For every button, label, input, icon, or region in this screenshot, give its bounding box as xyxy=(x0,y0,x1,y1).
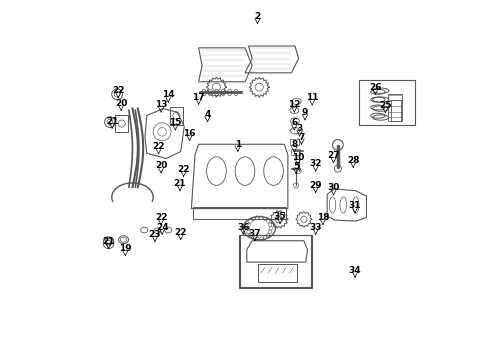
Text: 33: 33 xyxy=(310,222,322,231)
Text: 18: 18 xyxy=(317,213,329,222)
Text: 2: 2 xyxy=(254,12,261,21)
Text: 23: 23 xyxy=(149,230,161,239)
Bar xyxy=(193,207,286,219)
Text: 8: 8 xyxy=(291,140,297,149)
Bar xyxy=(240,235,311,287)
Text: 20: 20 xyxy=(155,161,167,170)
Text: 15: 15 xyxy=(169,118,182,127)
Bar xyxy=(391,100,401,121)
Text: 25: 25 xyxy=(379,101,392,110)
Text: 22: 22 xyxy=(112,86,124,95)
Text: 31: 31 xyxy=(349,201,361,210)
Text: 21: 21 xyxy=(106,117,119,126)
Text: 35: 35 xyxy=(274,212,286,221)
Text: 7: 7 xyxy=(298,132,305,141)
Text: 26: 26 xyxy=(369,83,382,92)
Bar xyxy=(388,94,402,121)
Text: 34: 34 xyxy=(349,266,361,275)
Text: 14: 14 xyxy=(162,90,174,99)
Text: 10: 10 xyxy=(292,153,304,162)
Text: 16: 16 xyxy=(183,129,196,138)
Text: 11: 11 xyxy=(306,93,318,102)
Text: 21: 21 xyxy=(174,179,186,188)
Bar xyxy=(359,80,415,125)
Text: 29: 29 xyxy=(309,181,322,190)
Bar xyxy=(290,139,299,145)
Bar xyxy=(170,107,183,125)
Text: 32: 32 xyxy=(310,159,322,168)
Text: 22: 22 xyxy=(174,228,187,237)
Text: 9: 9 xyxy=(302,108,308,117)
Text: 22: 22 xyxy=(177,165,190,174)
Text: 5: 5 xyxy=(293,162,299,171)
Text: 28: 28 xyxy=(347,156,360,165)
Text: 22: 22 xyxy=(152,142,165,151)
Text: 20: 20 xyxy=(115,99,127,108)
Text: 22: 22 xyxy=(155,213,167,222)
Bar xyxy=(291,149,300,155)
Bar xyxy=(115,114,128,132)
Text: 6: 6 xyxy=(291,118,297,127)
Text: 21: 21 xyxy=(102,237,115,246)
Text: 19: 19 xyxy=(119,244,132,253)
Text: 36: 36 xyxy=(237,222,249,231)
Text: 37: 37 xyxy=(249,229,261,238)
Text: 13: 13 xyxy=(155,100,167,109)
Bar xyxy=(239,235,312,288)
Text: 30: 30 xyxy=(327,183,340,192)
Text: 24: 24 xyxy=(156,222,169,231)
Text: 3: 3 xyxy=(296,125,303,134)
Text: 4: 4 xyxy=(204,110,211,119)
Text: 1: 1 xyxy=(235,140,241,149)
Text: 12: 12 xyxy=(288,100,300,109)
Text: 27: 27 xyxy=(327,151,340,160)
Text: 17: 17 xyxy=(192,93,205,102)
